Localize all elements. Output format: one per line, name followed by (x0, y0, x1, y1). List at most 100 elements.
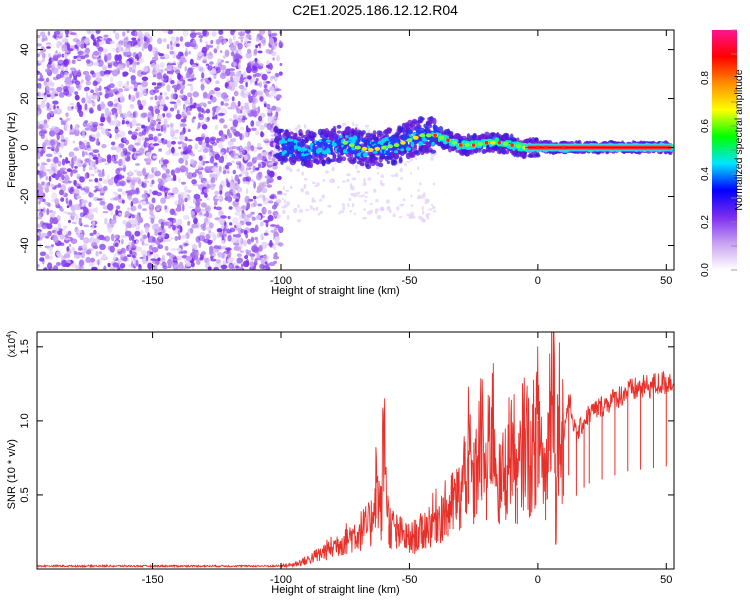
noise-dot (131, 244, 137, 248)
noise-dot (275, 199, 282, 204)
noise-dot (263, 84, 268, 89)
noise-dot (154, 53, 158, 60)
ridge-halo (288, 131, 294, 135)
noise-dot (135, 240, 139, 244)
noise-dot (56, 133, 60, 141)
noise-dot (251, 66, 258, 74)
ridge-halo (341, 156, 347, 162)
noise-dot (168, 148, 172, 154)
noise-dot (83, 237, 90, 244)
noise-dot (275, 73, 280, 78)
noise-dot (350, 185, 355, 191)
noise-dot (137, 38, 141, 42)
ridge-core (357, 137, 361, 143)
noise-dot (135, 123, 142, 126)
noise-dot (255, 120, 261, 127)
y-tick-label: 0 (19, 144, 31, 150)
noise-dot (233, 149, 236, 155)
noise-dot (201, 110, 207, 114)
noise-dot (358, 195, 363, 198)
noise-dot (145, 151, 152, 158)
noise-dot (79, 142, 86, 150)
noise-dot (92, 39, 97, 42)
noise-dot (179, 165, 187, 173)
noise-dot (45, 43, 53, 47)
noise-dot (167, 30, 174, 35)
noise-dot (128, 57, 134, 63)
noise-dot (84, 103, 88, 111)
noise-dot (236, 257, 243, 264)
noise-dot (169, 195, 175, 198)
noise-dot (218, 156, 224, 164)
noise-dot (201, 202, 207, 208)
noise-dot (106, 222, 111, 229)
noise-dot (174, 262, 179, 265)
noise-dot (201, 46, 208, 54)
noise-dot (95, 71, 101, 79)
noise-dot (178, 235, 181, 240)
noise-dot (207, 221, 211, 224)
noise-dot (80, 43, 85, 49)
noise-dot (230, 76, 234, 81)
noise-dot (126, 80, 130, 85)
noise-dot (109, 266, 116, 270)
noise-dot (191, 223, 199, 229)
noise-dot (410, 194, 413, 198)
noise-dot (130, 95, 136, 102)
noise-dot (278, 41, 284, 49)
noise-dot (157, 178, 162, 183)
noise-dot (189, 96, 193, 105)
noise-dot (205, 108, 211, 114)
noise-dot (259, 221, 264, 227)
noise-dot (95, 130, 101, 139)
noise-dot (205, 63, 210, 66)
noise-dot (97, 142, 101, 146)
noise-dot (38, 124, 45, 129)
noise-dot (232, 217, 239, 224)
ridge-halo (361, 130, 366, 135)
ridge-core (297, 146, 302, 152)
noise-dot (220, 215, 227, 219)
noise-dot (172, 224, 176, 231)
noise-dot (166, 113, 172, 118)
noise-dot (270, 224, 277, 227)
ridge-core (342, 145, 347, 151)
y-axis-label: SNR (10 * v/v) (6, 439, 18, 509)
noise-dot (130, 182, 135, 190)
noise-dot (329, 178, 335, 184)
noise-dot (37, 43, 42, 47)
noise-dot (45, 153, 53, 158)
noise-dot (121, 157, 126, 164)
noise-dot (270, 75, 273, 82)
noise-dot (238, 161, 242, 169)
noise-dot (174, 167, 181, 174)
noise-dot (285, 165, 291, 171)
noise-dot (273, 236, 280, 242)
noise-dot (127, 207, 131, 211)
noise-dot (156, 72, 163, 80)
ridge-core (394, 150, 399, 154)
noise-dot (119, 65, 124, 71)
noise-dot (92, 121, 99, 128)
ridge-core (321, 138, 327, 142)
ridge-peak (400, 140, 406, 145)
noise-dot (114, 32, 120, 40)
noise-dot (112, 47, 116, 52)
noise-dot (259, 124, 265, 131)
noise-dot (226, 170, 230, 174)
noise-dot (243, 230, 247, 236)
noise-dot (253, 246, 259, 253)
noise-dot (363, 208, 367, 211)
noise-dot (154, 108, 160, 114)
ridge-core (430, 136, 436, 141)
noise-dot (61, 48, 65, 52)
noise-dot (109, 40, 115, 45)
noise-dot (81, 79, 84, 83)
noise-dot (84, 127, 90, 131)
noise-dot (87, 74, 92, 81)
noise-dot (178, 157, 184, 164)
noise-dot (75, 183, 82, 186)
noise-dot (85, 92, 89, 100)
noise-dot (207, 101, 212, 105)
noise-dot (46, 84, 51, 91)
